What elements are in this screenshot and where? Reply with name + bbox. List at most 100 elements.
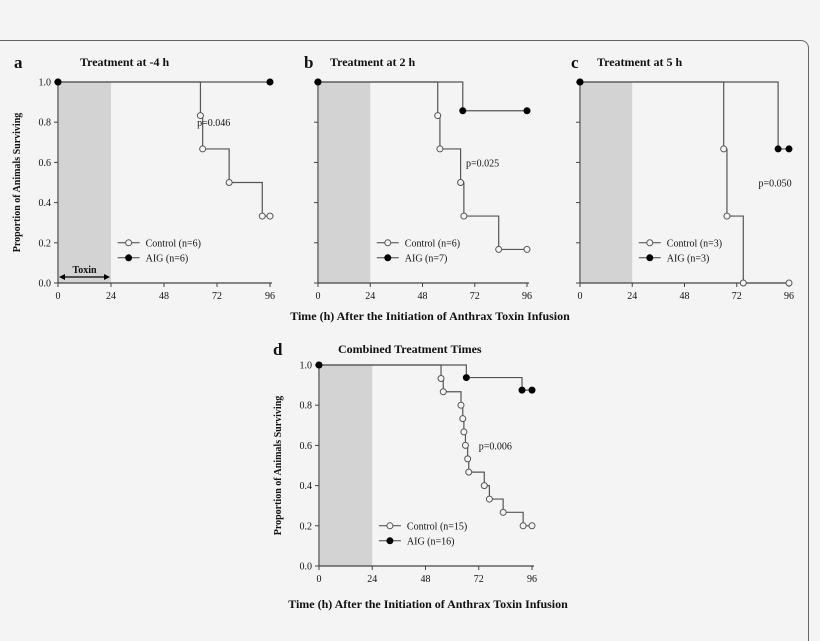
data-point-control	[457, 401, 465, 409]
data-point-control	[485, 495, 493, 503]
data-point-control	[199, 145, 207, 153]
arrow-head-left-icon	[59, 274, 65, 280]
x-tick-label: 72	[474, 574, 484, 585]
legend-label: AIG (n=16)	[407, 536, 455, 547]
y-tick-label: 0.0	[39, 279, 52, 290]
panel-letter: b	[304, 53, 313, 72]
data-point-aig	[314, 78, 322, 86]
x-axis-label-panel-d: Time (h) After the Initiation of Anthrax…	[288, 597, 568, 611]
x-tick-label: 48	[680, 291, 690, 302]
panel-letter: c	[571, 53, 579, 72]
toxin-shaded-region	[319, 82, 371, 283]
panel-b: 0 24 48 72 96 b Treatment at 2 h Control (n=6) A…	[304, 53, 532, 302]
toxin-shaded-region	[581, 82, 633, 283]
data-point-aig	[462, 374, 470, 382]
x-tick-label: 96	[784, 291, 794, 302]
legend-label: Control (n=15)	[407, 521, 467, 532]
legend-label: Control (n=6)	[405, 238, 460, 249]
legend-marker	[384, 239, 392, 247]
x-tick-label: 48	[159, 291, 169, 302]
x-tick-label: 0	[316, 291, 321, 302]
data-point-aig	[459, 107, 467, 115]
data-point-control	[196, 112, 204, 120]
p-value-label: p=0.006	[479, 441, 512, 452]
data-point-aig	[315, 361, 323, 369]
y-tick-label: 0.0	[300, 562, 313, 573]
data-point-control	[225, 179, 233, 186]
data-point-control	[785, 279, 793, 287]
y-tick-label: 0.4	[39, 198, 52, 209]
panel-d: 0.0 0.2 0.4 0.6 0.8 1.0 0 24 48 72 96 d Combined Tre…	[273, 340, 537, 585]
data-point-control	[480, 482, 488, 490]
p-value-label: p=0.050	[759, 179, 792, 190]
y-axis-label: Proportion of Animals Surviving	[12, 113, 23, 253]
panel-letter: d	[273, 340, 283, 359]
legend-marker	[384, 254, 392, 262]
data-point-control	[464, 455, 472, 463]
y-tick-label: 1.0	[300, 361, 313, 372]
data-point-control	[461, 441, 469, 449]
x-tick-label: 48	[418, 291, 428, 302]
x-tick-label: 24	[367, 574, 377, 585]
data-point-control	[436, 145, 444, 153]
figure-frame	[0, 40, 809, 641]
panel-title: Treatment at 2 h	[330, 55, 416, 69]
x-tick-label: 24	[627, 291, 637, 302]
legend-label: AIG (n=7)	[405, 253, 448, 264]
data-point-aig	[528, 386, 536, 394]
series-line-aig	[580, 81, 789, 150]
y-tick-label: 0.6	[39, 158, 52, 169]
toxin-shaded-region	[320, 365, 373, 566]
x-tick-label: 24	[365, 291, 375, 302]
toxin-shaded-region	[59, 82, 111, 283]
data-point-control	[523, 245, 531, 253]
data-point-control	[258, 212, 266, 220]
x-tick-label: 72	[732, 291, 742, 302]
y-tick-label: 0.8	[300, 401, 313, 412]
x-tick-label: 0	[317, 574, 322, 585]
x-tick-label: 72	[470, 291, 480, 302]
data-point-control	[739, 279, 747, 287]
panel-title: Treatment at -4 h	[80, 55, 170, 69]
panel-title: Treatment at 5 h	[597, 55, 683, 69]
data-point-control	[439, 388, 447, 396]
legend-label: AIG (n=3)	[667, 253, 710, 264]
x-tick-label: 0	[56, 291, 61, 302]
data-point-control	[519, 522, 527, 530]
panel-title: Combined Treatment Times	[338, 342, 482, 356]
survival-figure: 0.0 0.2 0.4 0.6 0.8 1.0 0 24 48 72 96 a Treatment at…	[12, 53, 794, 611]
y-tick-label: 0.2	[300, 521, 313, 532]
series-line-control	[580, 81, 789, 284]
legend-label: Control (n=6)	[146, 238, 201, 249]
data-point-aig	[54, 78, 62, 86]
data-point-aig	[774, 145, 782, 153]
data-point-aig	[576, 78, 584, 86]
legend-label: Control (n=3)	[667, 238, 722, 249]
series-line-aig	[318, 81, 527, 112]
x-tick-label: 96	[527, 574, 537, 585]
data-point-aig	[518, 386, 526, 394]
legend-marker	[386, 522, 394, 530]
data-point-control	[434, 112, 442, 120]
y-tick-label: 1.0	[39, 78, 52, 89]
x-tick-label: 24	[106, 291, 116, 302]
y-tick-label: 0.6	[300, 441, 313, 452]
y-tick-label: 0.4	[300, 481, 313, 492]
legend-label: AIG (n=6)	[146, 253, 189, 264]
data-point-control	[495, 245, 503, 253]
x-axis-label-top-row: Time (h) After the Initiation of Anthrax…	[290, 309, 570, 323]
y-tick-label: 0.2	[39, 238, 52, 249]
data-point-control	[266, 212, 274, 220]
panel-c: 0 24 48 72 96 c Treatment at 5 h Control (n=3) A…	[571, 53, 794, 302]
p-value-label: p=0.025	[466, 158, 499, 169]
p-value-label: p=0.046	[197, 118, 230, 129]
panel-a: 0.0 0.2 0.4 0.6 0.8 1.0 0 24 48 72 96 a Treatment at…	[12, 53, 275, 302]
legend-marker	[125, 239, 133, 247]
legend-marker	[125, 254, 133, 262]
data-point-control	[460, 428, 468, 436]
series-line-control	[318, 81, 527, 251]
data-point-control	[723, 212, 731, 220]
panel-letter: a	[14, 53, 23, 72]
data-point-control	[528, 522, 536, 530]
data-point-aig	[523, 107, 531, 115]
